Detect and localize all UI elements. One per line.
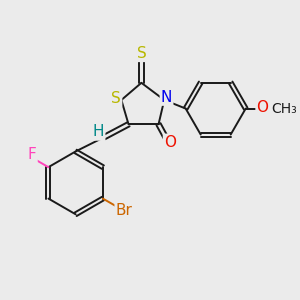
Text: H: H (93, 124, 104, 140)
Text: S: S (111, 91, 121, 106)
Text: O: O (164, 135, 176, 150)
Text: F: F (28, 147, 37, 162)
Text: N: N (161, 90, 172, 105)
Text: O: O (256, 100, 268, 115)
Text: S: S (136, 46, 146, 61)
Text: Br: Br (116, 203, 133, 218)
Text: CH₃: CH₃ (272, 102, 297, 116)
